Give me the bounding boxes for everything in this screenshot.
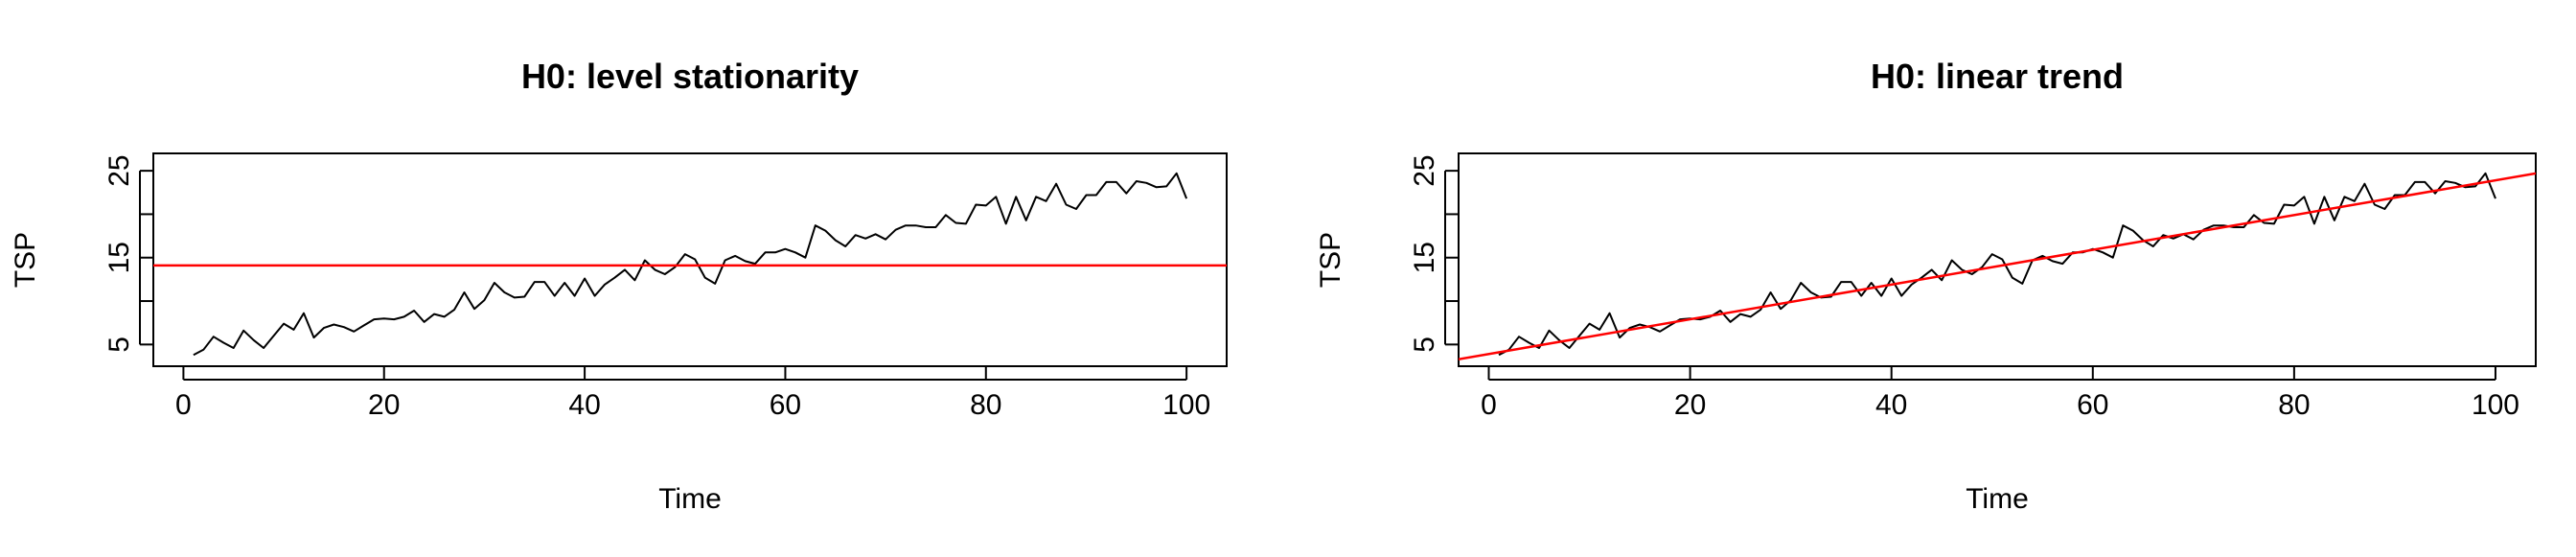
x-axis: 0 20 40 60 80 100 — [175, 366, 1210, 421]
series-line — [193, 172, 1188, 357]
x-axis: 0 20 40 60 80 100 — [1481, 366, 2519, 421]
x-tick-label: 80 — [970, 389, 1001, 421]
x-tick-label: 20 — [368, 389, 400, 421]
trend-line — [1459, 172, 2536, 360]
y-axis: 5 15 25 — [104, 154, 153, 353]
y-tick-label: 5 — [1409, 337, 1440, 353]
chart-title: H0: linear trend — [1871, 57, 2124, 96]
plot-frame — [1458, 152, 2537, 367]
x-tick-label: 20 — [1674, 389, 1706, 421]
y-tick-label: 15 — [104, 242, 135, 273]
x-tick-label: 80 — [2278, 389, 2310, 421]
x-tick-label: 0 — [175, 389, 192, 421]
x-tick-label: 60 — [2077, 389, 2108, 421]
x-tick-label: 60 — [770, 389, 801, 421]
chart-title: H0: level stationarity — [521, 57, 859, 96]
plot-frame — [152, 152, 1228, 367]
panel-linear-trend: H0: linear trend 0 20 40 60 80 100 5 15 25 Time… — [1315, 57, 2537, 515]
x-tick-label: 100 — [2472, 389, 2519, 421]
x-tick-label: 40 — [1875, 389, 1907, 421]
x-axis-label: Time — [658, 483, 722, 515]
y-axis-label: TSP — [10, 232, 41, 288]
plot-marks — [153, 172, 1227, 357]
y-axis: 5 15 25 — [1409, 154, 1459, 353]
x-axis-label: Time — [1966, 483, 2029, 515]
x-tick-label: 40 — [568, 389, 600, 421]
y-tick-label: 5 — [104, 337, 135, 353]
y-tick-label: 25 — [1409, 154, 1440, 186]
y-tick-label: 25 — [104, 154, 135, 186]
plot-marks — [1459, 172, 2536, 360]
x-tick-label: 100 — [1162, 389, 1210, 421]
y-axis-label: TSP — [1315, 232, 1346, 288]
panel-level-stationarity: H0: level stationarity 0 20 40 60 80 100 5 15 2… — [10, 57, 1228, 515]
y-tick-label: 15 — [1409, 242, 1440, 273]
x-tick-label: 0 — [1481, 389, 1497, 421]
